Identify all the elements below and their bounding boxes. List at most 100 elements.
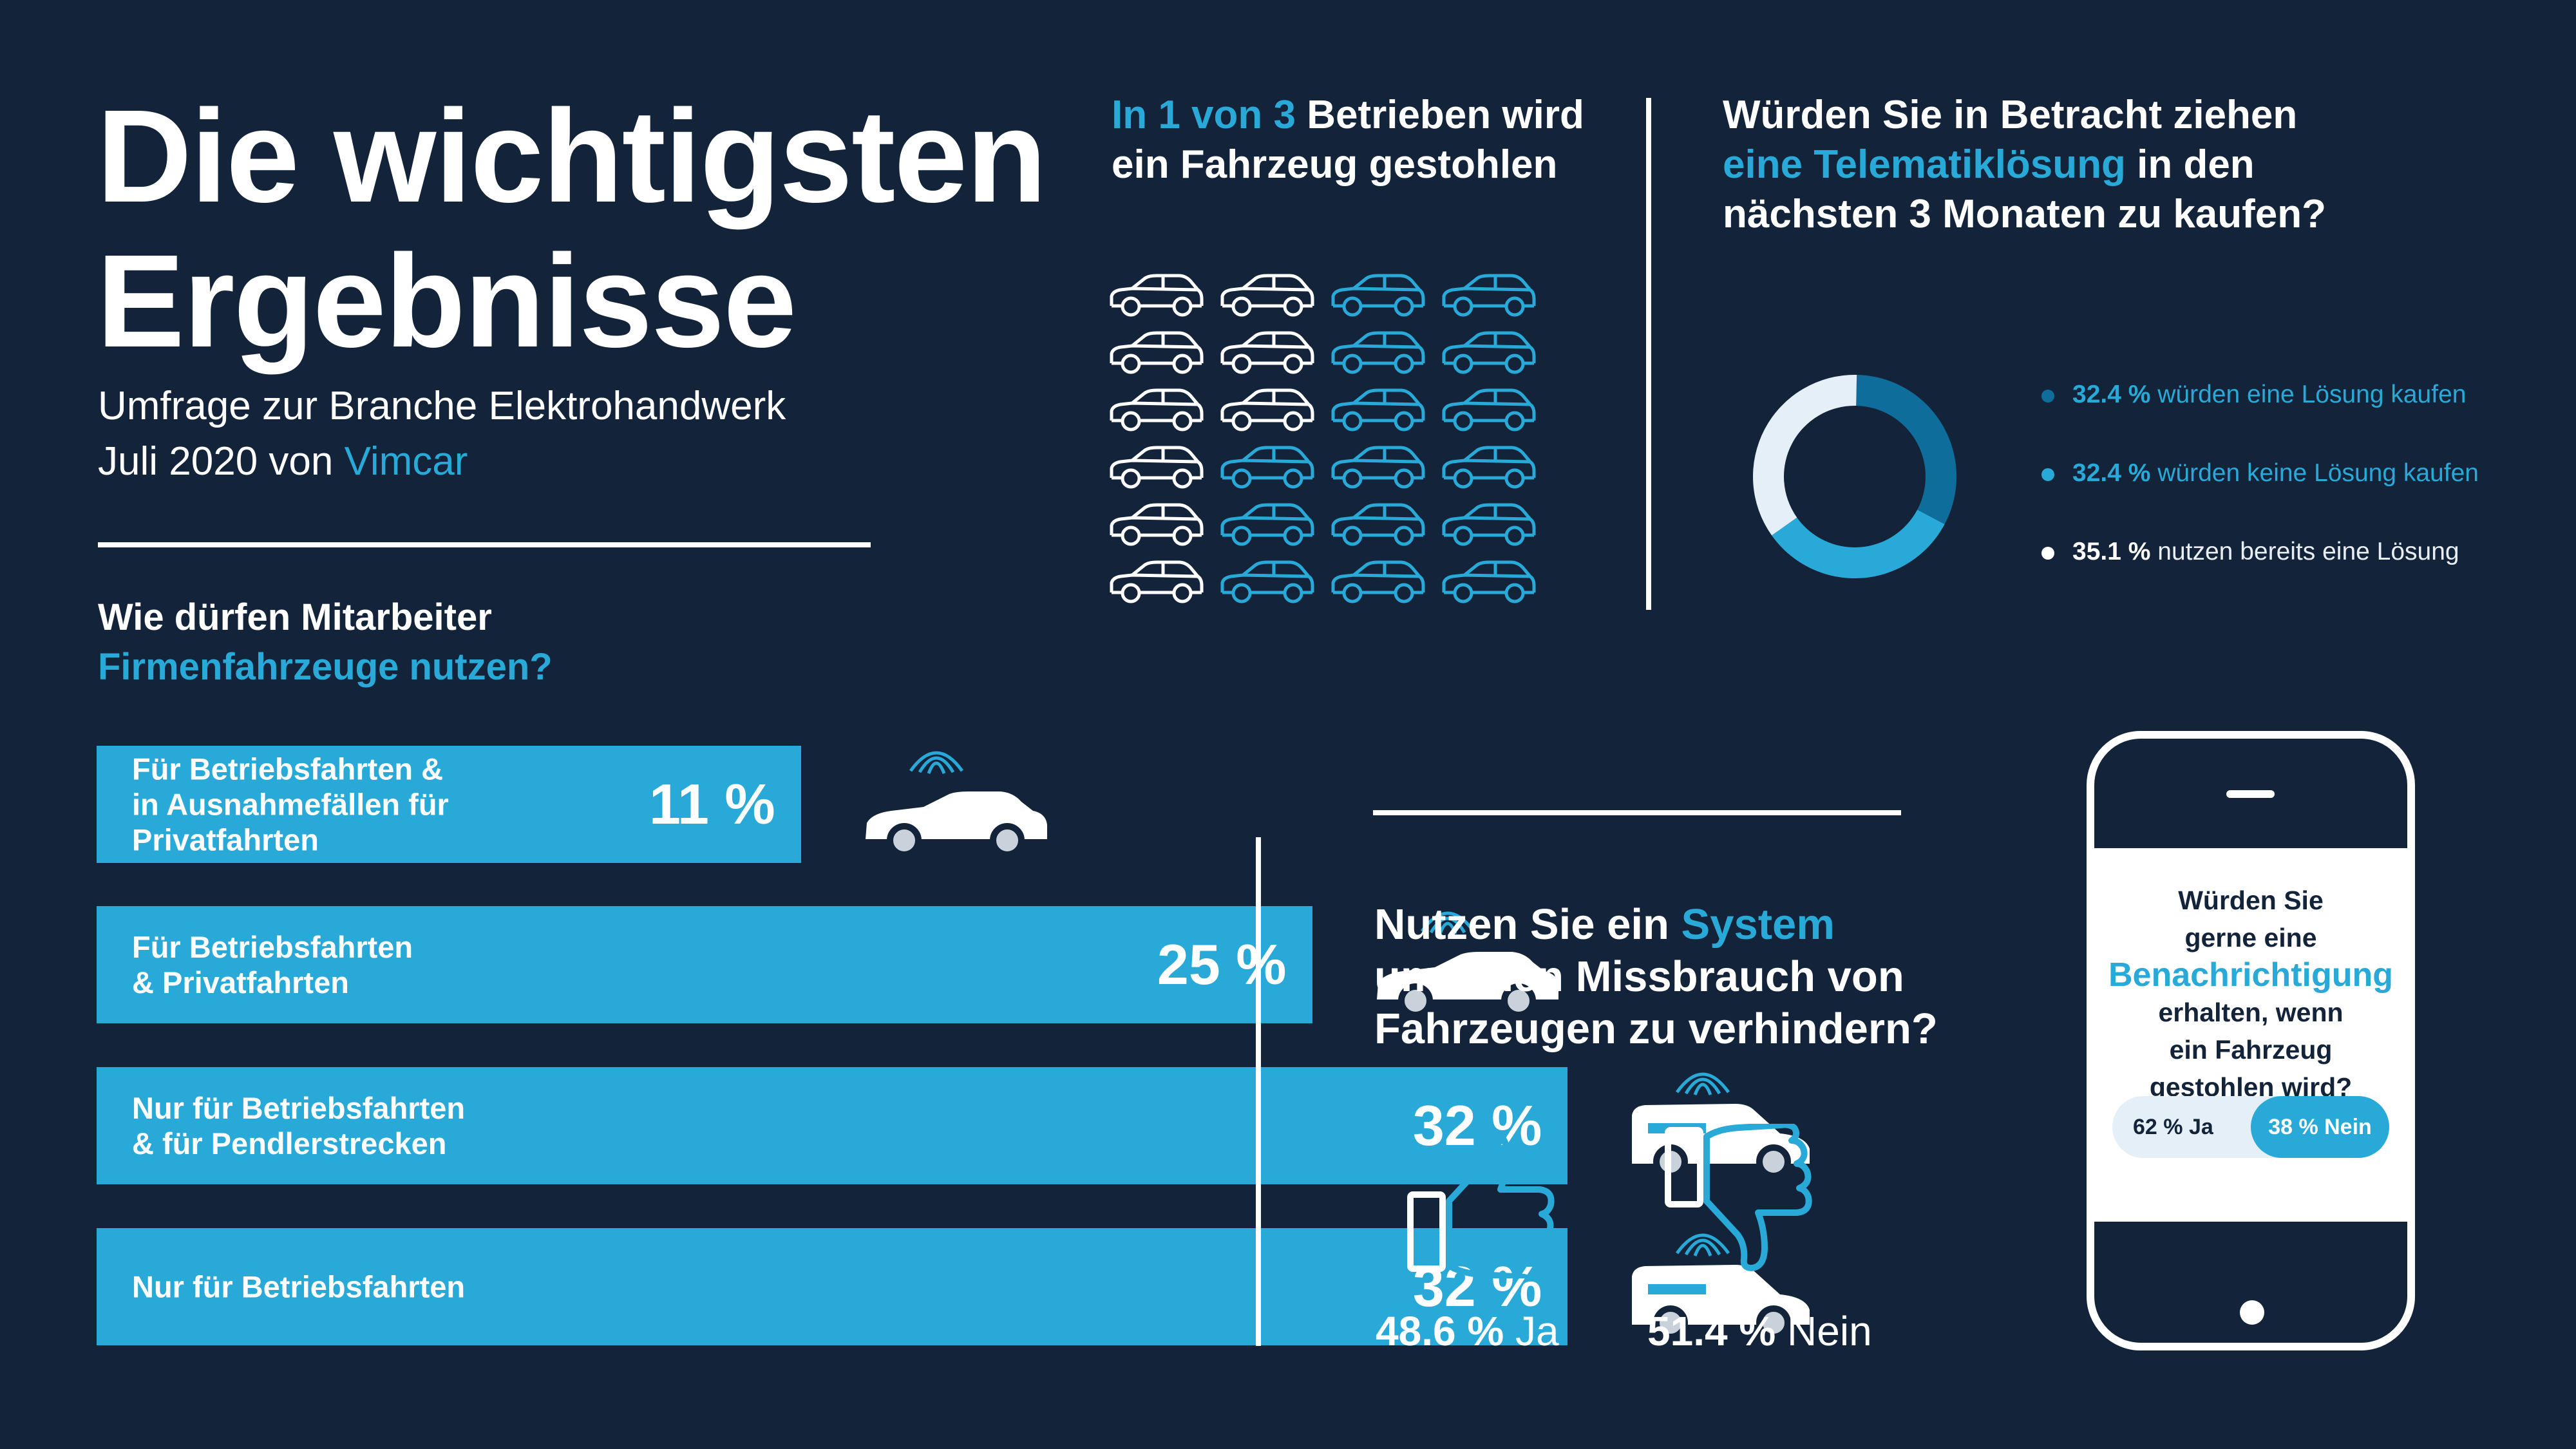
legend-label: würden keine Lösung kaufen (2157, 459, 2479, 487)
usage-question-line2: Firmenfahrzeuge nutzen? (98, 646, 553, 688)
usage-bar-value: 32 % (1412, 1255, 1542, 1318)
car-icon (1110, 388, 1204, 431)
car-icon (1220, 331, 1314, 374)
usage-bar-value: 25 % (1157, 933, 1287, 996)
notification-line4: ein Fahrzeug (2169, 1035, 2333, 1065)
misuse-line1-prefix: Nutzen Sie ein (1374, 900, 1681, 949)
legend-item: 32.4 % würden keine Lösung kaufen (2041, 457, 2479, 489)
car-icon (1331, 388, 1425, 431)
telematics-line1: Würden Sie in Betracht ziehen (1723, 93, 2298, 137)
usage-bar-label: Nur für Betriebsfahrten & für Pendlerstre… (132, 1091, 466, 1160)
car-icon (1110, 446, 1204, 489)
toggle-yes-label: 62 % Ja (2133, 1115, 2213, 1139)
theft-title-line1: In 1 von 3 Betrieben wird (1112, 90, 1584, 140)
theft-ratio: In 1 von 3 (1112, 93, 1296, 137)
van-icon (1632, 1233, 1810, 1340)
usage-bar-value: 32 % (1412, 1094, 1542, 1157)
donut-slice (1856, 375, 1956, 524)
legend-label: würden eine Lösung kaufen (2157, 381, 2467, 408)
car-icon (1331, 560, 1425, 603)
legend-dot (2041, 546, 2054, 560)
subtitle: Umfrage zur Branche Elektrohandwerk Juli… (98, 379, 786, 489)
legend-item: 35.1 % nutzen bereits eine Lösung (2041, 536, 2459, 568)
vote-value: 51.4 % (1647, 1308, 1788, 1354)
notification-question: Würden Sie gerne eine Benachrichtigung e… (2094, 882, 2407, 1106)
car-icon (1220, 274, 1314, 317)
notification-line2: gerne eine (2184, 923, 2317, 952)
donut-slice (1753, 375, 1857, 536)
vertical-divider (1646, 98, 1651, 610)
notification-highlight: Benachrichtigung (2108, 956, 2394, 994)
theft-title-line2: ein Fahrzeug gestohlen (1112, 142, 1558, 187)
usage-bar: Nur für Betriebsfahrten 32 % (97, 1228, 1568, 1345)
car-icon (1442, 331, 1536, 374)
subtitle-line1: Umfrage zur Branche Elektrohandwerk (98, 384, 786, 428)
telematics-line2: eine Telematiklösung in den (1723, 140, 2326, 189)
phone-screen: Würden Sie gerne eine Benachrichtigung e… (2094, 848, 2407, 1222)
usage-question: Wie dürfen Mitarbeiter Firmenfahrzeuge n… (98, 592, 553, 692)
vote-yes: 48.6 % Ja (1376, 1307, 1559, 1355)
usage-bar-label: Nur für Betriebsfahrten (132, 1269, 466, 1304)
divider (98, 542, 871, 547)
car-icon (1376, 911, 1558, 1018)
vote-no: 51.4 % Nein (1647, 1307, 1872, 1355)
vote-value: 48.6 % (1376, 1308, 1516, 1354)
vote-label: Nein (1787, 1308, 1872, 1354)
vertical-divider (1256, 837, 1261, 1346)
telematics-line3: nächsten 3 Monaten zu kaufen? (1723, 192, 2327, 236)
thumbs-up-icon (1407, 1131, 1555, 1278)
toggle-no-label: 38 % Nein (2251, 1096, 2389, 1158)
car-icon (1110, 274, 1204, 317)
car-icon (865, 751, 1047, 858)
car-icon (1220, 560, 1314, 603)
yes-no-toggle[interactable]: 62 % Ja 38 % Nein (2112, 1096, 2389, 1158)
donut-slice (1772, 509, 1945, 578)
car-icon (1442, 503, 1536, 546)
legend-item: 32.4 % würden eine Lösung kaufen (2041, 379, 2466, 411)
phone-home-button (2240, 1300, 2264, 1325)
car-icon (1442, 388, 1536, 431)
notification-line3: erhalten, wenn (2158, 998, 2344, 1027)
legend-value: 32.4 % (2072, 381, 2158, 408)
car-icon (1220, 503, 1314, 546)
car-icon (1331, 274, 1425, 317)
legend-dot (2041, 468, 2054, 481)
phone-mockup: Würden Sie gerne eine Benachrichtigung e… (2087, 731, 2415, 1350)
theft-title-rest: Betrieben wird (1295, 93, 1584, 137)
theft-title: In 1 von 3 Betrieben wird ein Fahrzeug g… (1112, 90, 1584, 189)
brand-name: Vimcar (344, 439, 468, 484)
phone-speaker (2226, 790, 2275, 798)
divider (1373, 810, 1901, 815)
usage-bar: Nur für Betriebsfahrten & für Pendlerstre… (97, 1067, 1568, 1184)
telematics-highlight: eine Telematiklösung (1723, 142, 2126, 187)
car-icon (1442, 274, 1536, 317)
usage-bar-label: Für Betriebsfahrten & in Ausnahmefällen f… (132, 752, 449, 857)
car-icon (1442, 560, 1536, 603)
vote-label: Ja (1515, 1308, 1559, 1354)
subtitle-date: Juli 2020 von (98, 439, 345, 484)
misuse-line2: um einen Missbrauch von (1374, 952, 1904, 1001)
car-icon (1220, 446, 1314, 489)
usage-bar-label: Für Betriebsfahrten & Privatfahrten (132, 930, 413, 999)
telematics-question: Würden Sie in Betracht ziehen eine Telem… (1723, 90, 2326, 239)
usage-bar: Für Betriebsfahrten & in Ausnahmefällen f… (97, 746, 801, 863)
legend-label: nutzen bereits eine Lösung (2157, 538, 2459, 565)
legend-dot (2041, 389, 2054, 402)
legend-value: 32.4 % (2072, 459, 2158, 487)
misuse-highlight: System (1681, 900, 1835, 949)
misuse-line1: Nutzen Sie ein System (1374, 898, 1938, 951)
misuse-question: Nutzen Sie ein System um einen Missbrauc… (1374, 898, 1938, 1055)
car-pictogram-grid (1110, 274, 1536, 603)
page-title: Die wichtigsten Ergebnisse (97, 82, 1047, 375)
usage-bar: Für Betriebsfahrten & Privatfahrten 25 % (97, 906, 1312, 1023)
car-icon (1331, 331, 1425, 374)
subtitle-line2: Juli 2020 von Vimcar (98, 434, 786, 489)
misuse-line3: Fahrzeugen zu verhindern? (1374, 1005, 1938, 1053)
car-icon (1331, 503, 1425, 546)
telematics-donut (1753, 375, 1956, 578)
usage-bar-value: 11 % (649, 772, 775, 836)
car-icon (1110, 560, 1204, 603)
usage-question-line1: Wie dürfen Mitarbeiter (98, 596, 492, 638)
thumbs-down-icon (1665, 1124, 1812, 1271)
car-icon (1220, 388, 1314, 431)
